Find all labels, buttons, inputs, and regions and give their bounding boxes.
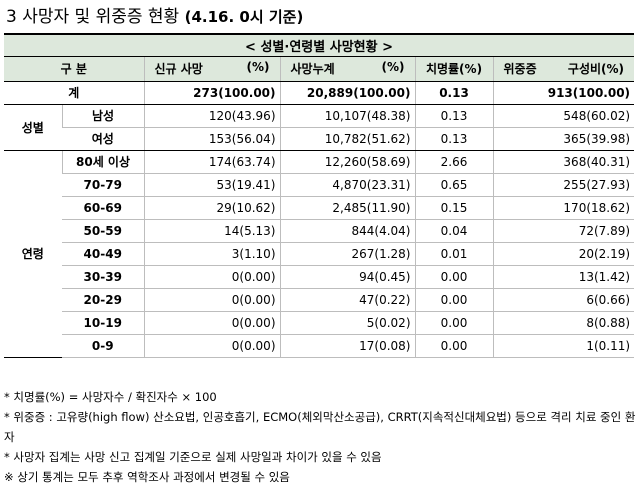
- cell-new-deaths: 14(5.13): [143, 219, 280, 243]
- header-new-deaths-unit: (%): [246, 60, 270, 74]
- row-label: 30-39: [62, 265, 144, 289]
- row-label: 남성: [61, 104, 144, 128]
- cell-new-deaths: 53(19.41): [143, 173, 280, 197]
- row-label: 80세 이상: [61, 150, 144, 174]
- header-cumulative-label: 사망누계: [290, 62, 335, 76]
- footnote-subject-to-change: ※ 상기 통계는 모두 추후 역학조사 과정에서 변경될 수 있음: [4, 470, 290, 484]
- header-severe: 위중증 구성비(%): [492, 56, 635, 82]
- title-reference-time: (4.16. 0시 기준): [184, 8, 304, 26]
- table-row: 성별 남성 120(43.96) 10,107(48.38) 0.13 548(…: [4, 104, 635, 151]
- cell-rate: 0.00: [414, 311, 493, 335]
- table-row-total: 계 273(100.00) 20,889(100.00) 0.13 913(10…: [4, 81, 635, 105]
- cell-rate: 0.01: [414, 242, 493, 266]
- header-category: 구 분: [4, 56, 144, 82]
- table-banner-row: < 성별·연령별 사망현황 >: [4, 34, 635, 57]
- cell-severe: 548(60.02): [492, 104, 635, 128]
- cell-severe: 170(18.62): [492, 196, 635, 220]
- cell-rate: 0.00: [414, 334, 493, 358]
- cell-rate: 0.13: [414, 127, 493, 151]
- cell-rate: 0.00: [414, 288, 493, 312]
- cell-new-deaths: 0(0.00): [143, 334, 280, 358]
- cell-cumulative: 267(1.28): [279, 242, 415, 266]
- header-new-deaths-label: 신규 사망: [154, 62, 203, 76]
- cell-rate: 0.65: [414, 173, 493, 197]
- footnote-fatality-rate: * 치명률(%) = 사망자수 / 확진자수 × 100: [4, 390, 217, 404]
- cell-cumulative: 5(0.02): [279, 311, 415, 335]
- table-row: 50-59 14(5.13) 844(4.04) 0.04 72(7.89): [4, 219, 635, 243]
- cell-new-deaths: 0(0.00): [143, 288, 280, 312]
- cell-severe: 913(100.00): [492, 81, 635, 105]
- cell-cumulative: 20,889(100.00): [279, 81, 415, 105]
- table-banner: < 성별·연령별 사망현황 >: [4, 34, 635, 57]
- cell-new-deaths: 0(0.00): [143, 265, 280, 289]
- table-row: 0-9 0(0.00) 17(0.08) 0.00 1(0.11): [4, 334, 635, 358]
- cell-new-deaths: 120(43.96): [143, 104, 280, 128]
- cell-new-deaths: 0(0.00): [143, 311, 280, 335]
- header-cumulative-deaths: 사망누계 (%): [279, 56, 415, 82]
- cell-cumulative: 12,260(58.69): [279, 150, 415, 174]
- cell-severe: 13(1.42): [492, 265, 635, 289]
- cell-severe: 6(0.66): [492, 288, 635, 312]
- footnotes: * 치명률(%) = 사망자수 / 확진자수 × 100 * 위중증 : 고유량…: [4, 387, 638, 487]
- row-label: 70-79: [62, 173, 144, 197]
- header-new-deaths: 신규 사망 (%): [143, 56, 280, 82]
- row-label: 20-29: [62, 288, 144, 312]
- group-label-sex: 성별: [4, 104, 62, 151]
- table-row: 20-29 0(0.00) 47(0.22) 0.00 6(0.66): [4, 288, 635, 312]
- cell-severe: 20(2.19): [492, 242, 635, 266]
- cell-new-deaths: 174(63.74): [143, 150, 280, 174]
- cell-severe: 1(0.11): [492, 334, 635, 358]
- cell-new-deaths: 29(10.62): [143, 196, 280, 220]
- row-label: 50-59: [62, 219, 144, 243]
- cell-cumulative: 47(0.22): [279, 288, 415, 312]
- cell-cumulative: 17(0.08): [279, 334, 415, 358]
- row-label: 0-9: [62, 334, 144, 358]
- header-severe-share: 구성비(%): [567, 62, 625, 76]
- cell-rate: 0.13: [414, 81, 493, 105]
- table-row: 40-49 3(1.10) 267(1.28) 0.01 20(2.19): [4, 242, 635, 266]
- cell-severe: 365(39.98): [492, 127, 635, 151]
- cell-rate: 2.66: [414, 150, 493, 174]
- page-title: 3 사망자 및 위중증 현황 (4.16. 0시 기준): [6, 4, 303, 30]
- row-label: 60-69: [62, 196, 144, 220]
- cell-severe: 72(7.89): [492, 219, 635, 243]
- cell-cumulative: 10,107(48.38): [279, 104, 415, 128]
- table-row: 여성 153(56.04) 10,782(51.62) 0.13 365(39.…: [4, 127, 635, 151]
- cell-cumulative: 844(4.04): [279, 219, 415, 243]
- cell-new-deaths: 153(56.04): [143, 127, 280, 151]
- header-fatality-rate: 치명률(%): [414, 56, 493, 82]
- row-label: 10-19: [62, 311, 144, 335]
- cell-severe: 255(27.93): [492, 173, 635, 197]
- header-severe-label: 위중증: [503, 62, 537, 76]
- table-row: 60-69 29(10.62) 2,485(11.90) 0.15 170(18…: [4, 196, 635, 220]
- table-header-row: 구 분 신규 사망 (%) 사망누계 (%) 치명률(%) 위중증 구성비(%): [4, 56, 635, 82]
- table-row: 30-39 0(0.00) 94(0.45) 0.00 13(1.42): [4, 265, 635, 289]
- cell-rate: 0.13: [414, 104, 493, 128]
- title-main: 3 사망자 및 위중증 현황: [6, 7, 180, 27]
- cell-new-deaths: 3(1.10): [143, 242, 280, 266]
- table-row: 70-79 53(19.41) 4,870(23.31) 0.65 255(27…: [4, 173, 635, 197]
- cell-new-deaths: 273(100.00): [143, 81, 280, 105]
- cell-cumulative: 4,870(23.31): [279, 173, 415, 197]
- table-row: 10-19 0(0.00) 5(0.02) 0.00 8(0.88): [4, 311, 635, 335]
- row-label: 여성: [62, 127, 144, 151]
- cell-cumulative: 10,782(51.62): [279, 127, 415, 151]
- cell-rate: 0.04: [414, 219, 493, 243]
- table-row: 연령 80세 이상 174(63.74) 12,260(58.69) 2.66 …: [4, 150, 635, 261]
- group-label-age: 연령: [21, 247, 44, 261]
- cell-cumulative: 2,485(11.90): [279, 196, 415, 220]
- header-cumulative-unit: (%): [381, 60, 405, 74]
- cell-rate: 0.15: [414, 196, 493, 220]
- cell-rate: 0.00: [414, 265, 493, 289]
- row-label: 계: [4, 81, 144, 105]
- footnote-death-count-basis: * 사망자 집계는 사망 신고 집계일 기준으로 실제 사망일과 차이가 있을 …: [4, 450, 382, 464]
- footnote-severe-definition: * 위중증 : 고유량(high flow) 산소요법, 인공호흡기, ECMO…: [4, 410, 636, 444]
- cell-severe: 368(40.31): [492, 150, 635, 174]
- cell-cumulative: 94(0.45): [279, 265, 415, 289]
- deaths-by-sex-age-table: < 성별·연령별 사망현황 > 구 분 신규 사망 (%) 사망누계 (%) 치명률…: [4, 33, 635, 358]
- cell-severe: 8(0.88): [492, 311, 635, 335]
- row-label: 40-49: [62, 242, 144, 266]
